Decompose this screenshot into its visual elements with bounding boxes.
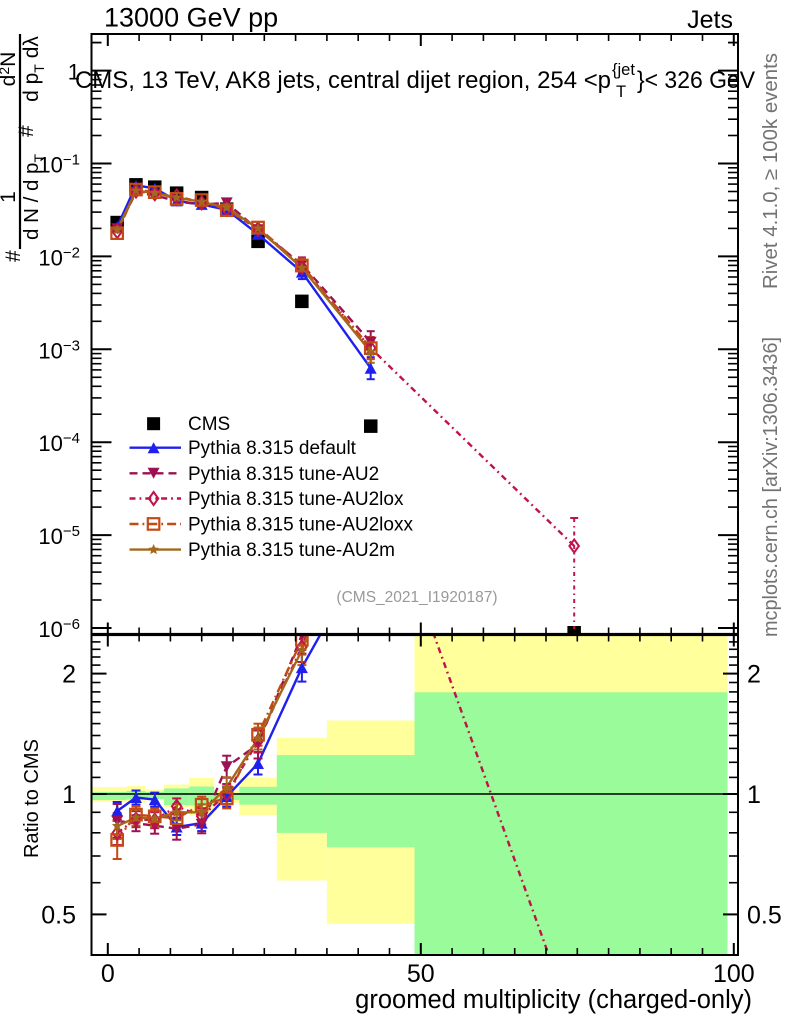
svg-text:100: 100 <box>713 960 755 988</box>
svg-text:2: 2 <box>747 661 761 689</box>
svg-text:Jets: Jets <box>687 6 733 34</box>
svg-text:d2N: d2N <box>0 52 20 87</box>
svg-text:Pythia 8.315 tune-AU2m: Pythia 8.315 tune-AU2m <box>188 540 395 561</box>
svg-text:Pythia 8.315 tune-AU2lox: Pythia 8.315 tune-AU2lox <box>188 489 404 510</box>
svg-text:T: T <box>616 83 626 101</box>
svg-text:Pythia 8.315 default: Pythia 8.315 default <box>188 438 357 459</box>
svg-text:}< 326 GeV: }< 326 GeV <box>637 67 755 94</box>
svg-text:1: 1 <box>68 60 80 85</box>
svg-text:CMS, 13 TeV, AK8 jets, central: CMS, 13 TeV, AK8 jets, central dijet reg… <box>75 67 611 94</box>
svg-text:#: # <box>2 250 25 262</box>
svg-text:10−3: 10−3 <box>38 337 80 363</box>
svg-text:Rivet 4.1.0, ≥ 100k events: Rivet 4.1.0, ≥ 100k events <box>760 53 782 289</box>
svg-text:13000 GeV pp: 13000 GeV pp <box>104 3 278 33</box>
svg-text:mcplots.cern.ch [arXiv:1306.34: mcplots.cern.ch [arXiv:1306.3436] <box>760 337 782 637</box>
svg-text:Pythia 8.315 tune-AU2: Pythia 8.315 tune-AU2 <box>188 464 379 485</box>
svg-text:0.5: 0.5 <box>747 901 782 929</box>
svg-text:2: 2 <box>62 661 76 689</box>
svg-text:CMS: CMS <box>188 414 230 435</box>
svg-text:groomed multiplicity (charged-: groomed multiplicity (charged-only) <box>355 986 752 1014</box>
svg-text:(CMS_2021_I1920187): (CMS_2021_I1920187) <box>336 589 497 606</box>
svg-text:d pT dλ: d pT dλ <box>20 36 47 102</box>
svg-text:1: 1 <box>747 781 761 809</box>
svg-text:1: 1 <box>62 781 76 809</box>
svg-text:1: 1 <box>0 191 20 203</box>
svg-text:Pythia 8.315 tune-AU2loxx: Pythia 8.315 tune-AU2loxx <box>188 515 413 536</box>
svg-text:0: 0 <box>101 960 115 988</box>
svg-text:50: 50 <box>407 960 435 988</box>
svg-text:d N / d pT: d N / d pT <box>20 154 47 241</box>
svg-text:#: # <box>15 125 38 137</box>
svg-text:Ratio to CMS: Ratio to CMS <box>21 739 43 858</box>
svg-text:0.5: 0.5 <box>41 901 76 929</box>
svg-text:{jet: {jet <box>612 61 635 79</box>
